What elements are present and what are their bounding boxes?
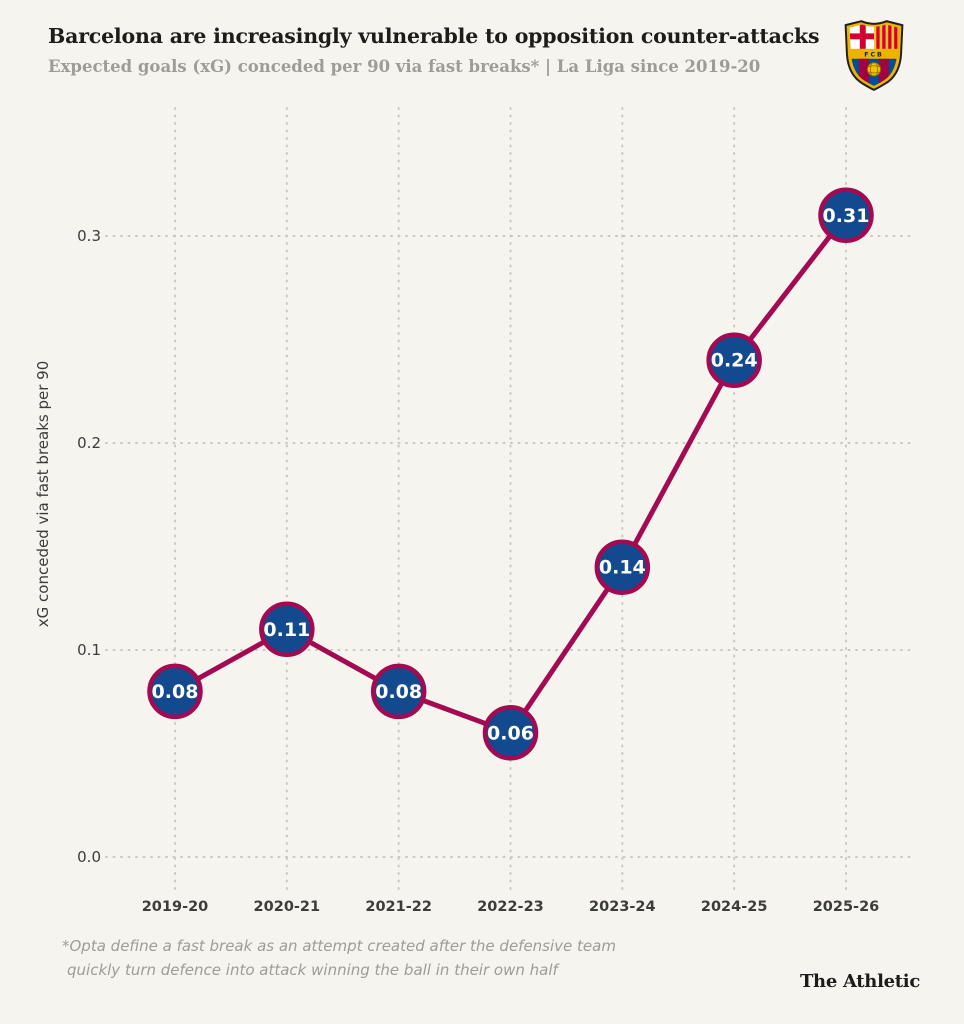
data-point-2025-26 xyxy=(818,187,874,244)
the-athletic-wordmark: The Athletic xyxy=(799,971,920,992)
page-title: Barcelona are increasingly vulnerable to… xyxy=(48,24,820,48)
y-axis-title: xG conceded via fast breaks per 90 xyxy=(34,361,52,627)
data-point-2024-25 xyxy=(706,332,762,388)
data-point-label-2022-23: 0.06 xyxy=(487,722,534,744)
y-tick-label: 0.2 xyxy=(77,434,101,452)
y-tick-label: 0.0 xyxy=(77,848,101,866)
footnote-line-1: *Opta define a fast break as an attempt … xyxy=(62,937,616,955)
data-point-label-2023-24: 0.14 xyxy=(599,557,646,579)
y-tick-label: 0.1 xyxy=(77,641,101,659)
data-point-label-2025-26: 0.31 xyxy=(823,205,870,227)
x-tick-label-2023-24: 2023-24 xyxy=(589,899,656,915)
data-point-2020-21 xyxy=(259,601,315,658)
x-tick-label-2025-26: 2025-26 xyxy=(813,899,880,915)
x-tick-label-2024-25: 2024-25 xyxy=(701,899,768,915)
fc-barcelona-crest-icon: FCB xyxy=(844,20,904,91)
data-point-label-2021-22: 0.08 xyxy=(375,681,422,703)
y-tick-label: 0.3 xyxy=(77,227,101,245)
data-point-label-2024-25: 0.24 xyxy=(711,350,758,372)
x-tick-label-2021-22: 2021-22 xyxy=(365,899,432,915)
data-point-2023-24 xyxy=(594,539,651,595)
data-point-2021-22 xyxy=(370,663,427,720)
x-tick-label-2019-20: 2019-20 xyxy=(142,899,209,915)
data-point-label-2020-21: 0.11 xyxy=(263,619,310,641)
footnote: *Opta define a fast break as an attempt … xyxy=(62,934,616,982)
data-point-2022-23 xyxy=(482,705,539,761)
page-subtitle: Expected goals (xG) conceded per 90 via … xyxy=(48,57,761,76)
data-point-2019-20 xyxy=(147,663,203,720)
crest-fcb-text: FCB xyxy=(864,51,884,58)
footnote-line-2: quickly turn defence into attack winning… xyxy=(67,961,558,979)
crest-field: FCB xyxy=(849,24,899,86)
x-tick-label-2020-21: 2020-21 xyxy=(254,899,321,915)
x-tick-label-2022-23: 2022-23 xyxy=(477,899,544,915)
data-point-label-2019-20: 0.08 xyxy=(152,681,199,703)
